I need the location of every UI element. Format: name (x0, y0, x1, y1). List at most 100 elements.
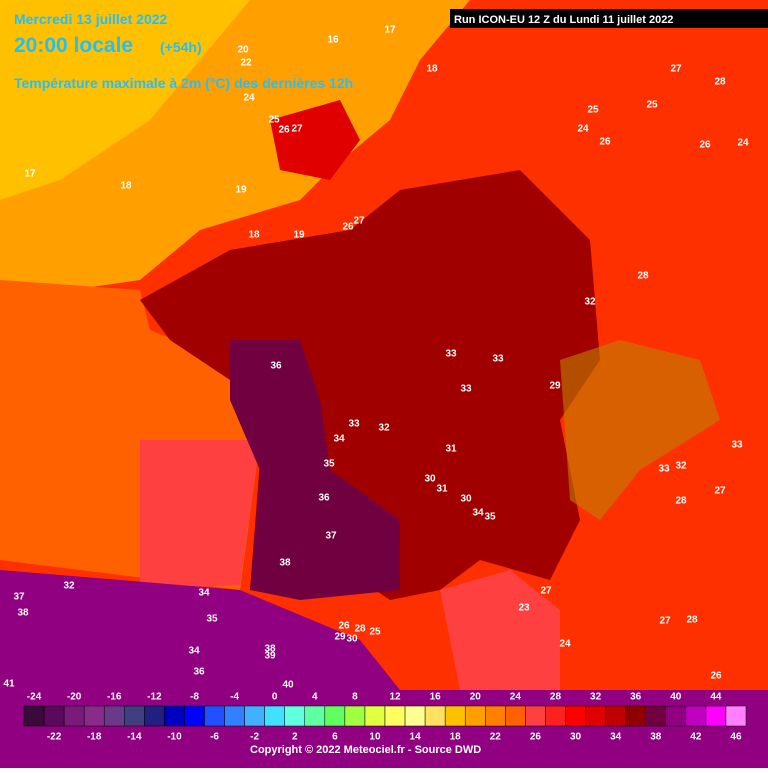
colorbar-cell (184, 705, 205, 727)
colorbar-cell (43, 705, 65, 727)
colorbar-cell (224, 705, 245, 727)
temperature-label: 33 (731, 440, 743, 451)
temperature-label: 18 (120, 181, 132, 192)
colorbar-label: -24 (27, 692, 42, 703)
colorbar-label: 22 (490, 732, 502, 743)
temperature-label: 35 (484, 512, 496, 523)
colorbar-cell (585, 705, 606, 727)
colorbar-label: -16 (107, 692, 122, 703)
temperature-label: 32 (63, 581, 75, 592)
temperature-label: 33 (460, 384, 472, 395)
colorbar-cell (23, 705, 45, 727)
colorbar-label: 30 (570, 732, 582, 743)
legend-bg (0, 690, 768, 768)
colorbar-label: 34 (610, 732, 622, 743)
colorbar-cell (725, 705, 747, 727)
colorbar-label: 44 (710, 692, 722, 703)
colorbar-cell (244, 705, 265, 727)
temperature-label: 25 (268, 115, 280, 126)
temperature-label: 27 (714, 486, 726, 497)
southwest (230, 340, 400, 600)
time: 20:00 locale (14, 34, 133, 57)
colorbar-cell (444, 705, 466, 727)
colorbar-label: -12 (147, 692, 162, 703)
spain (0, 570, 400, 690)
colorbar-cell (384, 705, 406, 727)
colorbar-cell (364, 705, 386, 727)
colorbar-label: 16 (430, 692, 442, 703)
colorbar-cell (83, 705, 105, 727)
temperature-label: 18 (248, 230, 260, 241)
colorbar-label: 46 (730, 732, 742, 743)
lead: (+54h) (160, 39, 202, 55)
colorbar-cell (645, 705, 667, 727)
temperature-label: 30 (424, 474, 436, 485)
temperature-label: 34 (198, 588, 210, 599)
temperature-label: 28 (354, 624, 366, 635)
temperature-label: 26 (338, 621, 350, 632)
colorbar-label: 28 (550, 692, 562, 703)
colorbar-cell (525, 705, 546, 727)
colorbar-label: -8 (190, 692, 199, 703)
colorbar-cell (404, 705, 426, 727)
colorbar-label: 42 (690, 732, 702, 743)
colorbar-label: -6 (210, 732, 219, 743)
temperature-label: 38 (279, 558, 291, 569)
colorbar-label: 24 (510, 692, 522, 703)
colorbar-label: -2 (250, 732, 259, 743)
temperature-label: 32 (378, 423, 390, 434)
temperature-label: 27 (353, 216, 365, 227)
colorbar-label: 26 (530, 732, 542, 743)
temperature-label: 34 (333, 434, 345, 445)
colorbar-label: 2 (292, 732, 298, 743)
temperature-label: 37 (13, 592, 25, 603)
temperature-label: 36 (193, 667, 205, 678)
temperature-label: 30 (460, 494, 472, 505)
colorbar-cell (204, 705, 225, 727)
colorbar-cell (304, 705, 326, 727)
temperature-label: 25 (646, 100, 658, 111)
temperature-label: 28 (637, 271, 649, 282)
colorbar-cell (464, 705, 486, 727)
temperature-label: 38 (17, 608, 29, 619)
temperature-label: 16 (327, 35, 339, 46)
colorbar-label: 14 (410, 732, 422, 743)
run: Run ICON-EU 12 Z du Lundi 11 juillet 202… (454, 14, 673, 26)
colorbar-cell (103, 705, 125, 727)
colorbar-label: 6 (332, 732, 338, 743)
colorbar-label: -14 (127, 732, 142, 743)
temperature-label: 26 (599, 137, 611, 148)
temperature-label: 41 (3, 679, 15, 690)
temperature-label: 33 (658, 464, 670, 475)
mediterranean (440, 570, 560, 690)
colorbar-cell (264, 705, 285, 727)
temperature-label: 33 (492, 354, 504, 365)
temperature-label: 17 (384, 25, 396, 36)
temperature-label: 17 (24, 169, 36, 180)
temperature-label: 24 (577, 124, 589, 135)
colorbar-label: 8 (352, 692, 358, 703)
temperature-label: 27 (540, 586, 552, 597)
temperature-label: 39 (264, 651, 276, 662)
title: Température maximale à 2m (°C) des derni… (14, 75, 353, 91)
colorbar-label: -22 (47, 732, 62, 743)
temperature-label: 37 (325, 531, 337, 542)
temperature-label: 24 (559, 639, 571, 650)
temperature-label: 19 (235, 185, 247, 196)
colorbar-label: 4 (312, 692, 318, 703)
temperature-label: 33 (445, 349, 457, 360)
colorbar-label: 38 (650, 732, 662, 743)
colorbar-label: 12 (389, 692, 401, 703)
temperature-label: 26 (699, 140, 711, 151)
colorbar-label: -20 (67, 692, 82, 703)
temperature-label: 25 (587, 105, 599, 116)
temperature-label: 28 (675, 496, 687, 507)
temperature-label: 24 (737, 138, 749, 149)
temperature-label: 28 (686, 615, 698, 626)
colorbar-cell (605, 705, 626, 727)
temperature-label: 36 (318, 493, 330, 504)
temperature-label: 27 (291, 124, 303, 135)
colorbar-cell (565, 705, 586, 727)
temperature-label: 26 (710, 671, 722, 682)
colorbar-cell (344, 705, 366, 727)
